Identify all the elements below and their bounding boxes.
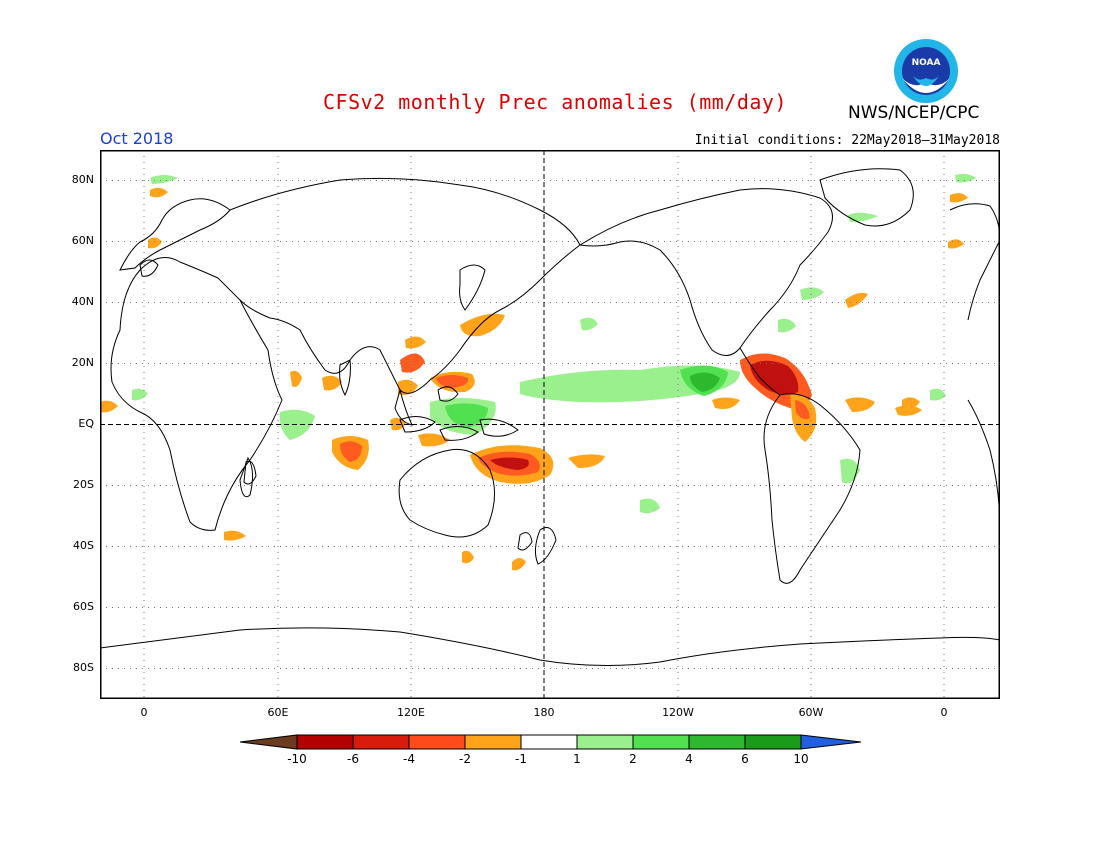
colorbar-cell [408,734,466,750]
colorbar-cell [352,734,410,750]
lat-label: 80N [71,173,94,186]
equator-dateline [100,150,1000,699]
colorbar-cell [520,734,578,750]
forecast-month: Oct 2018 [100,129,174,148]
colorbar-label: -10 [287,752,307,766]
chart-title: CFSv2 monthly Prec anomalies (mm/day) [322,90,788,114]
colorbar-label: 4 [685,752,693,766]
colorbar-cell [576,734,634,750]
initial-conditions-label: Initial conditions: 22May2018–31May2018 [694,133,1000,148]
colorbar-label: 10 [793,752,809,766]
colorbar-cell [240,734,298,750]
lon-label: 120W [662,706,694,719]
lon-label: 60E [267,706,289,719]
colorbar-cell [632,734,690,750]
colorbar-label: -6 [347,752,359,766]
colorbar-cell [744,734,802,750]
lon-label: 0 [140,706,148,719]
coastlines [100,168,1000,667]
lat-label: 20N [71,356,94,369]
noaa-logo-icon: NOAA [894,39,958,103]
map-gridlines [100,150,1000,699]
lat-label: 60S [73,600,94,613]
colorbar-label: 1 [573,752,581,766]
lat-label: 40S [73,539,94,552]
agency-label: NWS/NCEP/CPC [848,103,980,123]
lat-label: 20S [73,478,94,491]
colorbar-cell [296,734,354,750]
colorbar-cell [464,734,522,750]
colorbar-label: -4 [403,752,415,766]
colorbar-label: 2 [629,752,637,766]
colorbar-label: 6 [741,752,749,766]
lon-label: 180 [533,706,555,719]
precip-anomaly-map [100,150,1000,699]
lat-label: 40N [71,295,94,308]
lat-label: EQ [78,417,94,430]
colorbar-label: -1 [515,752,527,766]
lat-label: 80S [73,661,94,674]
colorbar-label: -2 [459,752,471,766]
colorbar-cell [688,734,746,750]
lat-label: 60N [71,234,94,247]
colorbar [240,734,862,750]
lon-label: 120E [397,706,425,719]
lon-label: 0 [940,706,948,719]
logo-text: NOAA [912,58,941,68]
lon-label: 60W [798,706,824,719]
colorbar-cell [800,734,862,750]
anomaly-shading [100,174,976,571]
